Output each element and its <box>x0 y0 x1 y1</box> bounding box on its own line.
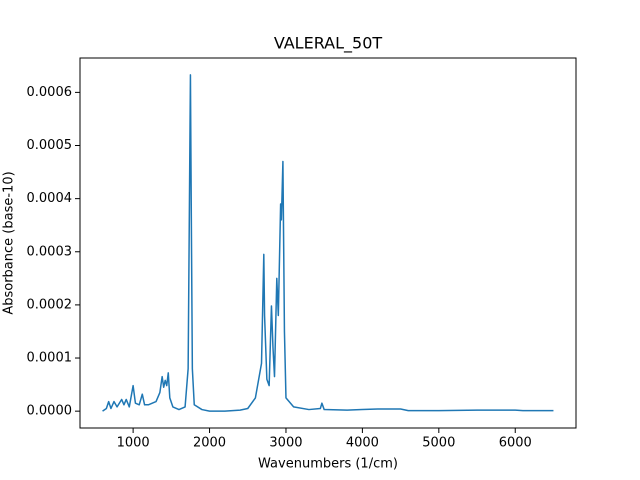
y-tick-label: 0.0001 <box>27 351 73 366</box>
y-tick-label: 0.0005 <box>27 138 73 153</box>
x-tick-label: 3000 <box>269 436 302 451</box>
x-axis-label: Wavenumbers (1/cm) <box>258 457 398 472</box>
chart-title: VALERAL_50T <box>274 34 383 54</box>
line <box>102 74 554 412</box>
y-tick-label: 0.0006 <box>27 85 73 100</box>
y-tick-label: 0.0003 <box>27 244 73 259</box>
x-tick-label: 6000 <box>499 436 532 451</box>
x-tick-label: 5000 <box>422 436 455 451</box>
x-tick-label: 4000 <box>346 436 379 451</box>
y-tick-label: 0.0000 <box>27 404 73 419</box>
x-tick-label: 2000 <box>193 436 226 451</box>
plot-frame <box>79 57 577 429</box>
x-tick-label: 1000 <box>117 436 150 451</box>
y-tick-label: 0.0004 <box>27 191 73 206</box>
y-axis-label: Absorbance (base-10) <box>2 171 17 314</box>
y-tick-label: 0.0002 <box>27 297 73 312</box>
